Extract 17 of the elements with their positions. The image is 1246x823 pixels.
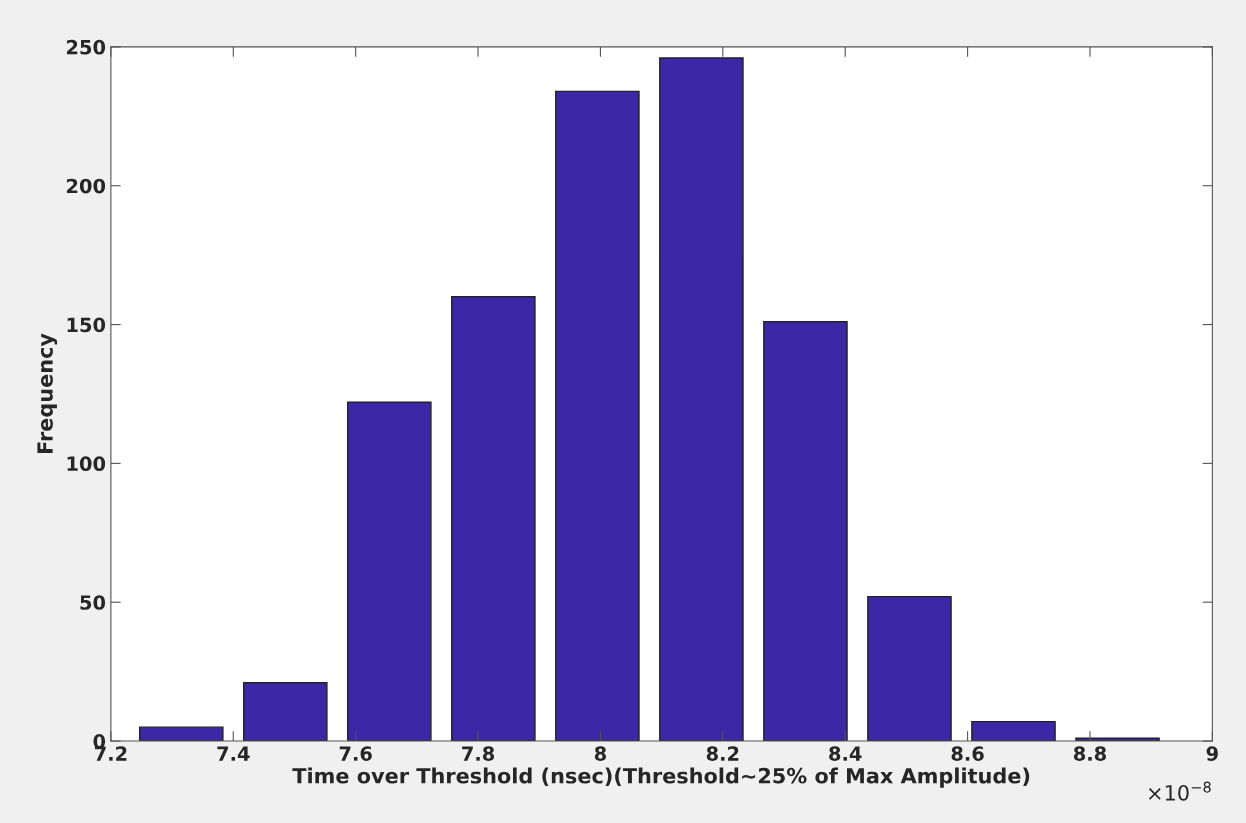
y-tick-label: 150	[67, 317, 106, 333]
x-tick-label: 8	[594, 746, 606, 761]
y-tick-label: 100	[67, 456, 106, 472]
x-tick-label: 8.4	[829, 746, 862, 761]
x-tick-label: 8.2	[706, 746, 739, 761]
x-tick-label: 7.6	[339, 746, 372, 761]
y-tick-label: 200	[66, 178, 106, 194]
x-tick-label: 8.8	[1073, 746, 1106, 761]
text: ×10$^{−8}$	[1148, 781, 1211, 801]
y-axis-title: Frequency	[37, 333, 58, 454]
x-tick-label: 7.4	[217, 746, 250, 761]
x-axis-title: Time over Threshold (nsec)(Threshold~25% of Max Amplitude)	[292, 767, 1030, 788]
x-tick-label: 8.6	[951, 746, 984, 761]
y-tick-label: 250	[66, 39, 106, 55]
x-tick-label: 7.8	[462, 746, 495, 761]
x-tick-label: 9	[1206, 746, 1218, 761]
y-tick-label: 50	[80, 595, 106, 610]
